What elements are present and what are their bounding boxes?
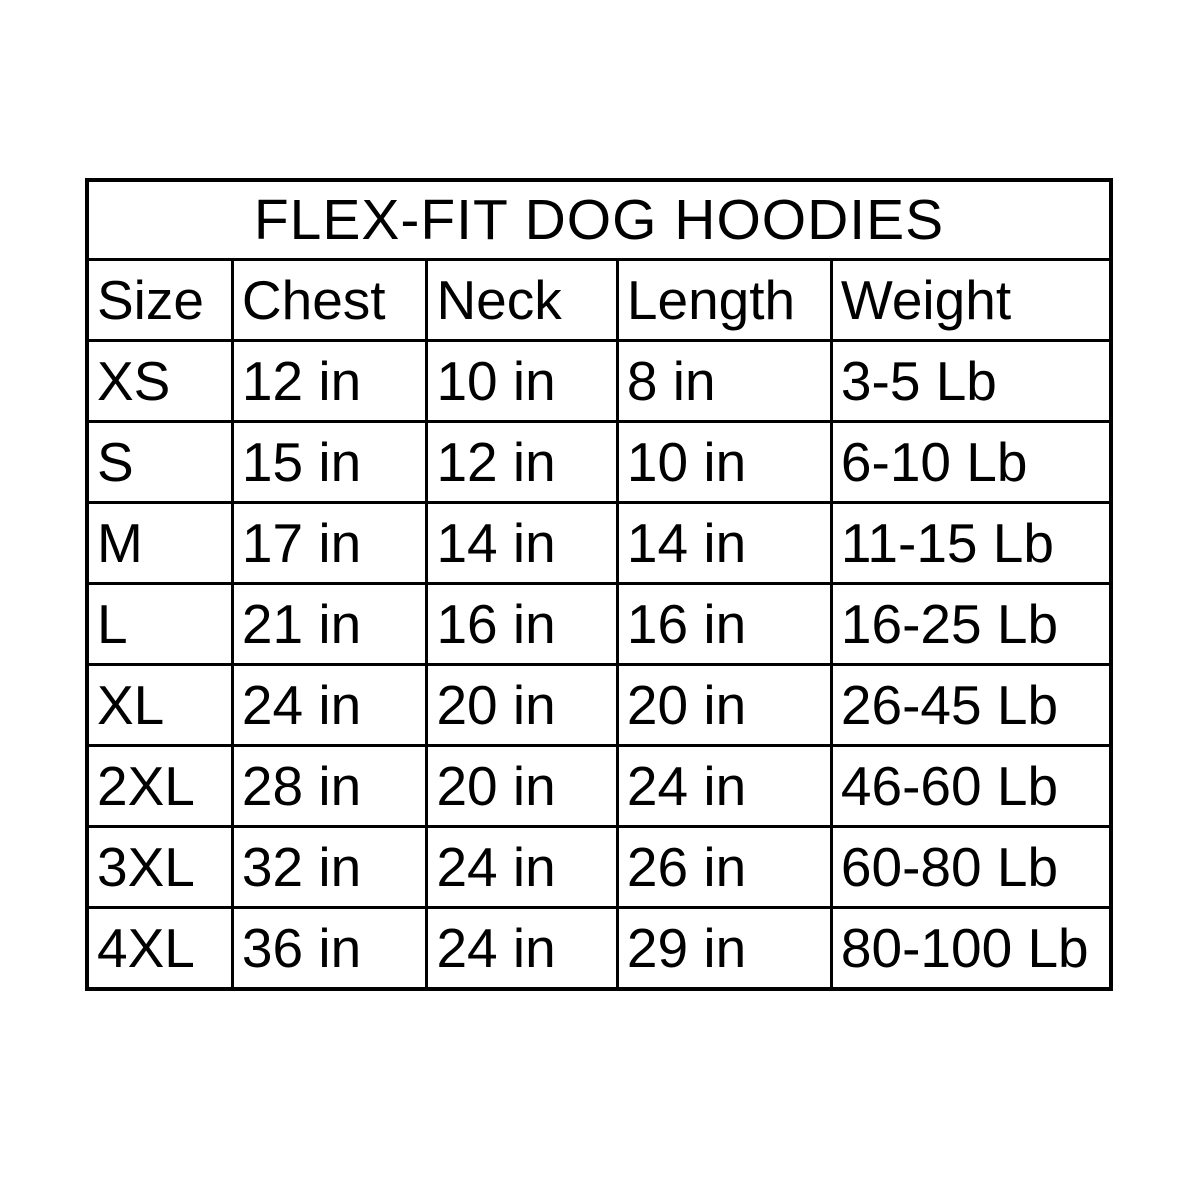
table-row-m: M 17 in 14 in 14 in 11-15 Lb: [85, 501, 1113, 585]
cell-size: M: [85, 501, 234, 585]
cell-neck: 20 in: [425, 744, 619, 828]
column-header-size: Size: [85, 258, 234, 342]
table-row-xs: XS 12 in 10 in 8 in 3-5 Lb: [85, 339, 1113, 423]
cell-chest: 17 in: [230, 501, 429, 585]
column-header-length: Length: [615, 258, 833, 342]
cell-size: 4XL: [85, 906, 234, 991]
cell-size: 2XL: [85, 744, 234, 828]
column-header-neck: Neck: [425, 258, 619, 342]
table-row-3xl: 3XL 32 in 24 in 26 in 60-80 Lb: [85, 825, 1113, 909]
cell-length: 20 in: [615, 663, 833, 747]
cell-weight: 80-100 Lb: [829, 906, 1113, 991]
cell-size: XS: [85, 339, 234, 423]
cell-neck: 24 in: [425, 906, 619, 991]
size-chart: FLEX-FIT DOG HOODIES Size Chest Neck Len…: [85, 178, 1113, 991]
cell-weight: 11-15 Lb: [829, 501, 1113, 585]
cell-length: 29 in: [615, 906, 833, 991]
cell-neck: 24 in: [425, 825, 619, 909]
cell-chest: 36 in: [230, 906, 429, 991]
cell-chest: 21 in: [230, 582, 429, 666]
cell-neck: 14 in: [425, 501, 619, 585]
cell-weight: 60-80 Lb: [829, 825, 1113, 909]
column-header-weight: Weight: [829, 258, 1113, 342]
cell-chest: 24 in: [230, 663, 429, 747]
cell-size: XL: [85, 663, 234, 747]
size-chart-table: FLEX-FIT DOG HOODIES Size Chest Neck Len…: [85, 178, 1113, 991]
column-header-chest: Chest: [230, 258, 429, 342]
table-row-s: S 15 in 12 in 10 in 6-10 Lb: [85, 420, 1113, 504]
cell-neck: 12 in: [425, 420, 619, 504]
table-row-2xl: 2XL 28 in 20 in 24 in 46-60 Lb: [85, 744, 1113, 828]
cell-weight: 46-60 Lb: [829, 744, 1113, 828]
cell-length: 14 in: [615, 501, 833, 585]
cell-chest: 32 in: [230, 825, 429, 909]
cell-length: 8 in: [615, 339, 833, 423]
cell-neck: 20 in: [425, 663, 619, 747]
header-row: Size Chest Neck Length Weight: [85, 258, 1113, 342]
cell-weight: 3-5 Lb: [829, 339, 1113, 423]
cell-chest: 12 in: [230, 339, 429, 423]
table-row-xl: XL 24 in 20 in 20 in 26-45 Lb: [85, 663, 1113, 747]
cell-chest: 15 in: [230, 420, 429, 504]
chart-title: FLEX-FIT DOG HOODIES: [85, 178, 1113, 261]
cell-size: L: [85, 582, 234, 666]
cell-weight: 16-25 Lb: [829, 582, 1113, 666]
cell-weight: 6-10 Lb: [829, 420, 1113, 504]
cell-size: S: [85, 420, 234, 504]
cell-chest: 28 in: [230, 744, 429, 828]
cell-neck: 10 in: [425, 339, 619, 423]
cell-length: 16 in: [615, 582, 833, 666]
cell-length: 24 in: [615, 744, 833, 828]
table-row-l: L 21 in 16 in 16 in 16-25 Lb: [85, 582, 1113, 666]
table-row-4xl: 4XL 36 in 24 in 29 in 80-100 Lb: [85, 906, 1113, 991]
cell-length: 26 in: [615, 825, 833, 909]
cell-weight: 26-45 Lb: [829, 663, 1113, 747]
title-row: FLEX-FIT DOG HOODIES: [85, 178, 1113, 261]
cell-size: 3XL: [85, 825, 234, 909]
cell-length: 10 in: [615, 420, 833, 504]
cell-neck: 16 in: [425, 582, 619, 666]
